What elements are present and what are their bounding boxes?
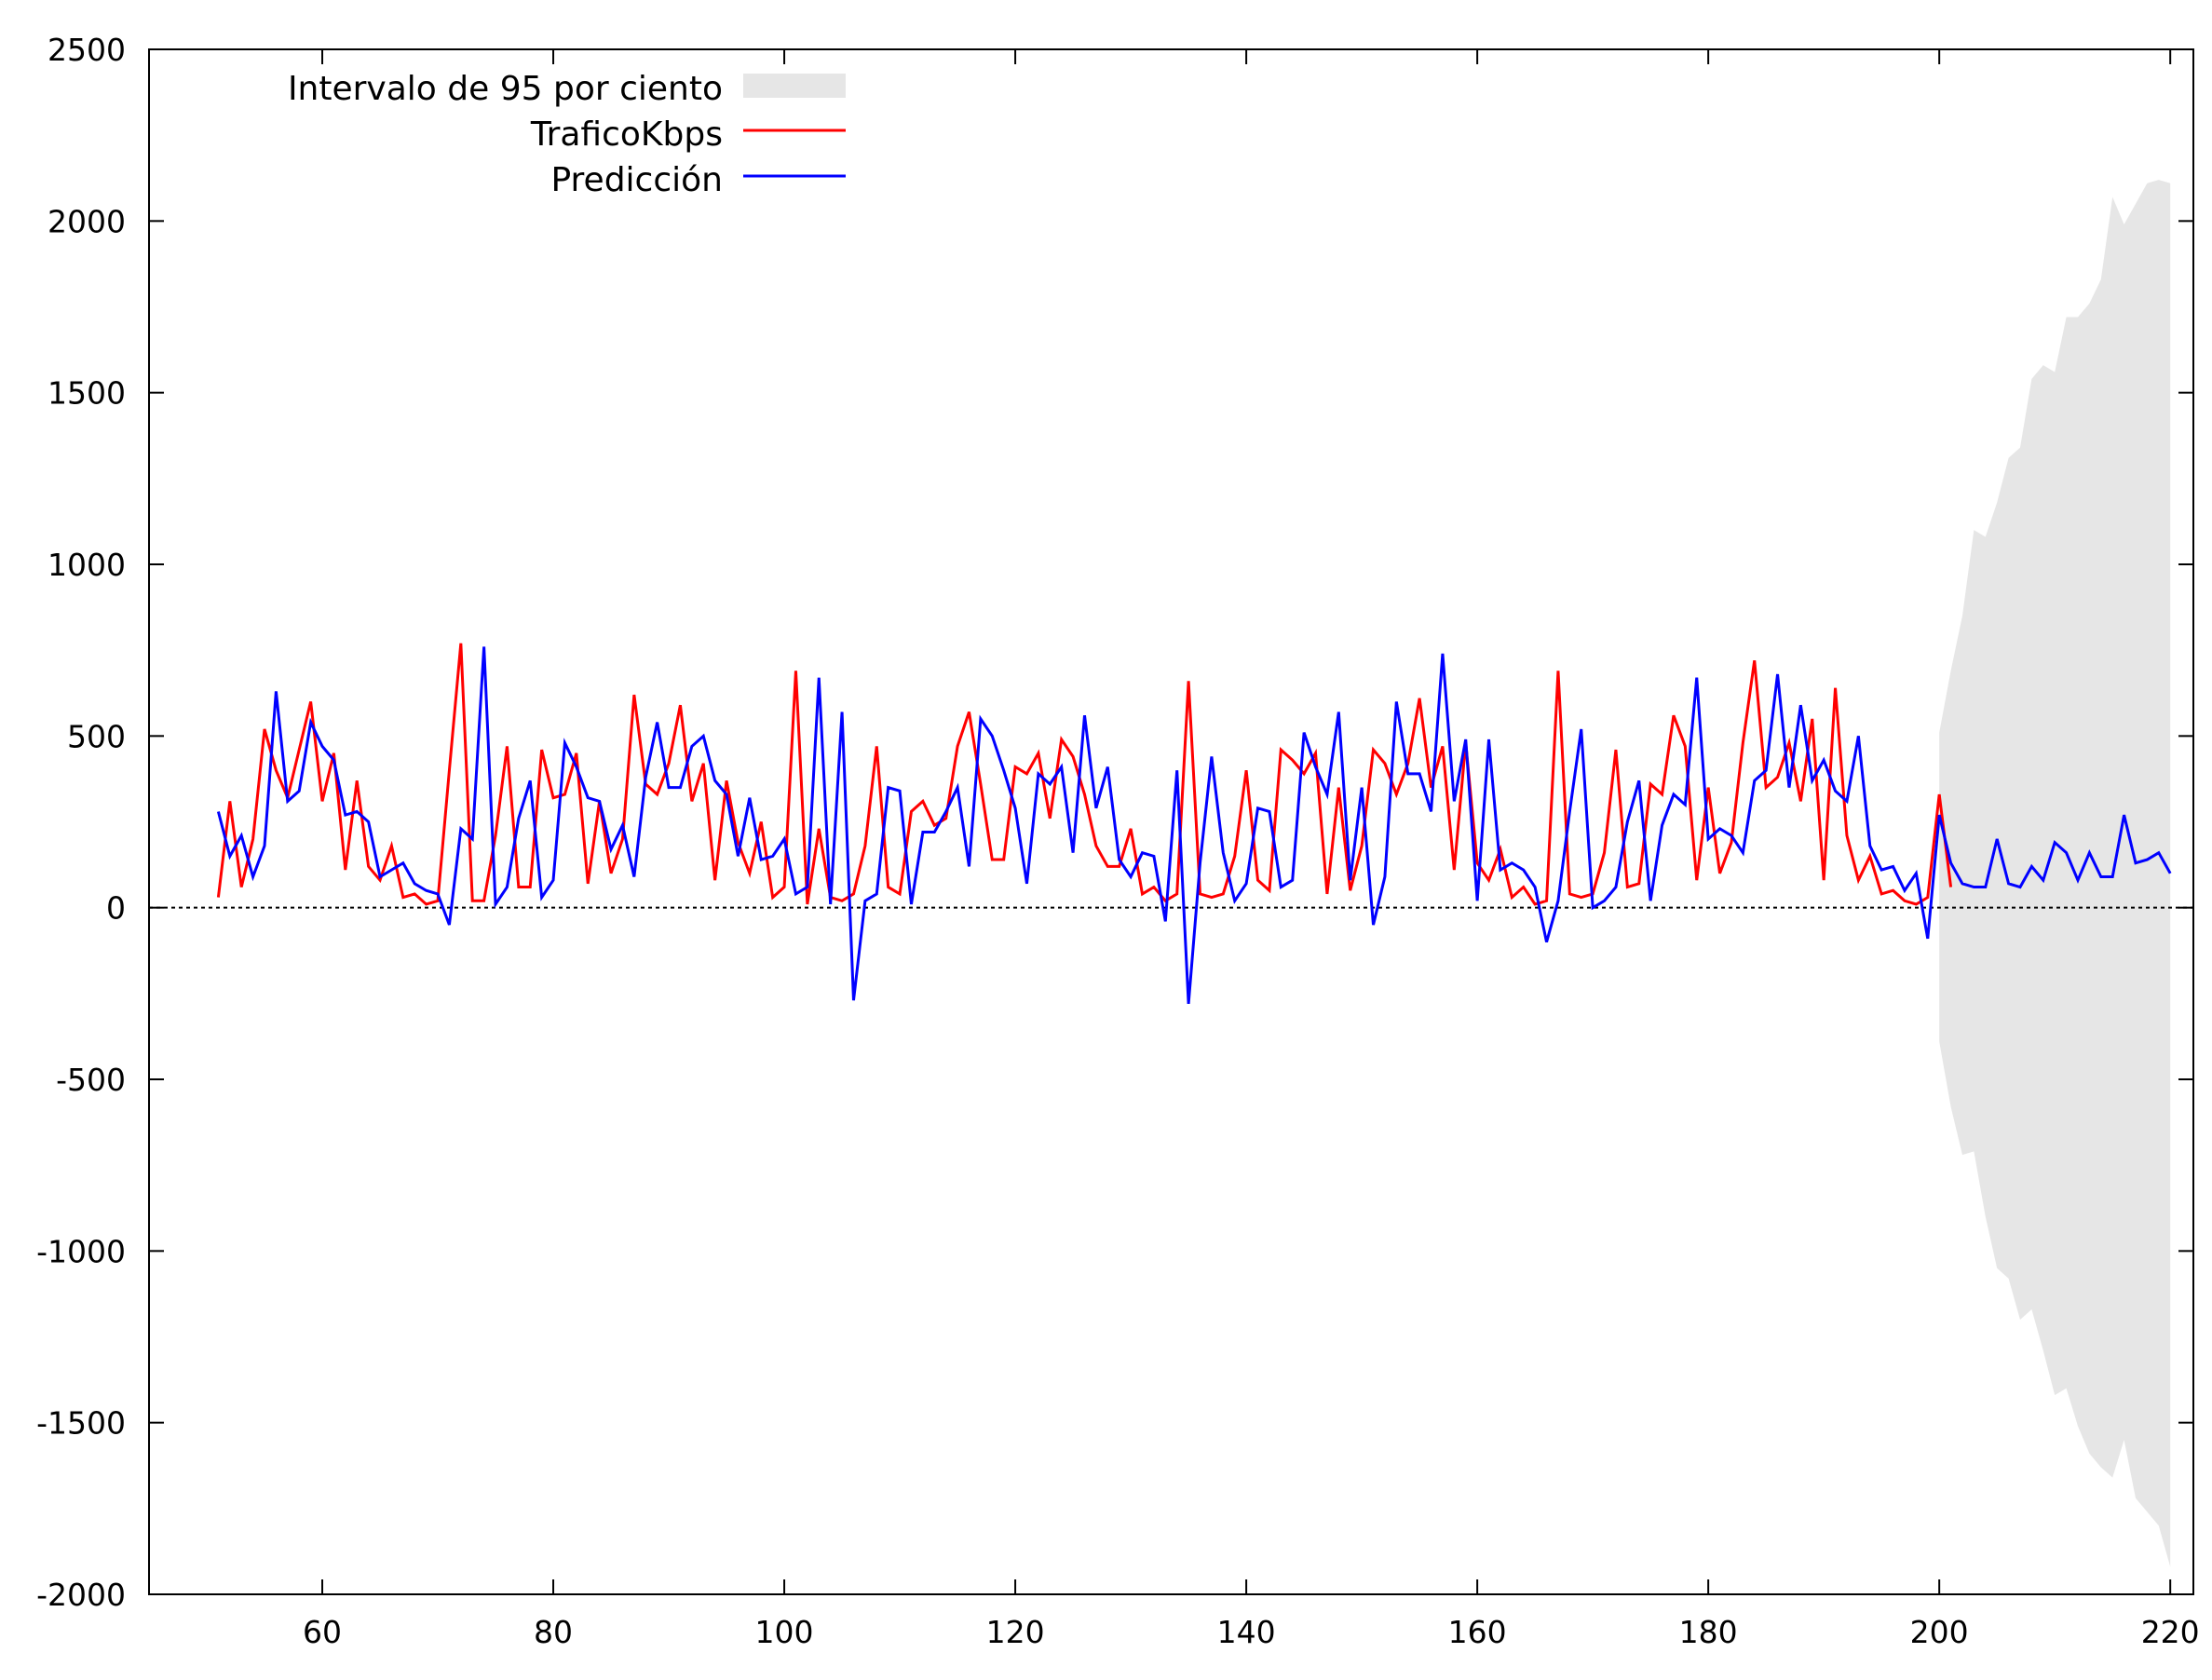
y-tick-label: -1500 bbox=[36, 1405, 126, 1442]
legend: Intervalo de 95 por ciento TraficoKbps P… bbox=[288, 70, 846, 199]
series-line-prediccion bbox=[216, 646, 2172, 1005]
x-tick-label: 140 bbox=[1217, 1614, 1276, 1650]
x-tick-label: 100 bbox=[755, 1614, 814, 1650]
x-tick-label: 120 bbox=[986, 1614, 1045, 1650]
x-tick-label: 60 bbox=[303, 1614, 342, 1650]
legend-label-band: Intervalo de 95 por ciento bbox=[288, 70, 723, 108]
y-axis: -2000 -1500 -1000 -500 0 500 1000 1500 2000 2500 bbox=[36, 32, 2193, 1613]
x-tick-label: 80 bbox=[534, 1614, 573, 1650]
legend-label-prediction: Predicción bbox=[550, 161, 723, 199]
y-tick-label: -500 bbox=[56, 1062, 126, 1098]
confidence-band-layer bbox=[1939, 180, 2171, 1567]
y-tick-label: 2500 bbox=[47, 32, 126, 68]
x-axis: 60 80 100 120 140 160 180 200 220 bbox=[303, 49, 2200, 1650]
y-tick-label: -1000 bbox=[36, 1233, 126, 1269]
series-line-traficokbps bbox=[216, 643, 1953, 906]
x-tick-label: 220 bbox=[2141, 1614, 2200, 1650]
plot-frame bbox=[148, 48, 2194, 1595]
y-tick-label: -2000 bbox=[36, 1577, 126, 1613]
y-tick-label: 1500 bbox=[47, 375, 126, 412]
confidence-band bbox=[1939, 180, 2171, 1567]
legend-label-observed: TraficoKbps bbox=[530, 115, 723, 154]
y-tick-label: 1000 bbox=[47, 547, 126, 583]
legend-swatch-band bbox=[743, 74, 846, 98]
x-tick-label: 180 bbox=[1679, 1614, 1738, 1650]
y-tick-label: 2000 bbox=[47, 203, 126, 239]
y-tick-label: 500 bbox=[67, 718, 126, 754]
y-tick-label: 0 bbox=[106, 890, 126, 927]
x-tick-label: 200 bbox=[1910, 1614, 1969, 1650]
x-tick-label: 160 bbox=[1448, 1614, 1507, 1650]
series-layer bbox=[216, 643, 2172, 1005]
